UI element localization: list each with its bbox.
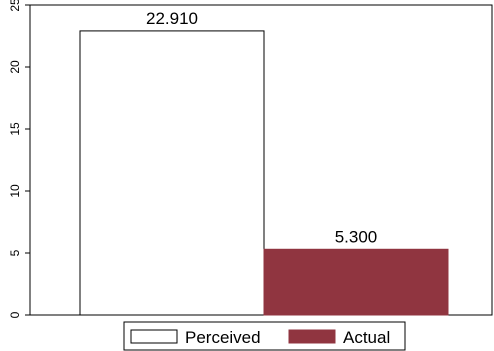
bar-actual: [263, 248, 449, 316]
y-tick-label-25: 25: [8, 0, 22, 12]
data-label-perceived: 22.910: [146, 9, 198, 28]
bar-perceived: [79, 30, 265, 316]
y-tick-label-15: 15: [8, 122, 22, 136]
legend: Perceived Actual: [123, 321, 406, 351]
data-labels: 22.910 5.300: [146, 9, 377, 246]
y-tick-label-20: 20: [8, 60, 22, 74]
legend-label-perceived: Perceived: [185, 328, 261, 347]
y-tick-label-5: 5: [8, 249, 22, 256]
data-label-actual: 5.300: [335, 227, 378, 246]
y-tick-label-0: 0: [8, 311, 22, 318]
y-tick-label-10: 10: [8, 184, 22, 198]
legend-label-actual: Actual: [343, 328, 390, 347]
bars: [79, 30, 449, 316]
legend-swatch-perceived: [130, 329, 178, 344]
y-axis: 0 5 10 15 20 25: [8, 0, 30, 318]
legend-swatch-actual: [288, 329, 336, 344]
